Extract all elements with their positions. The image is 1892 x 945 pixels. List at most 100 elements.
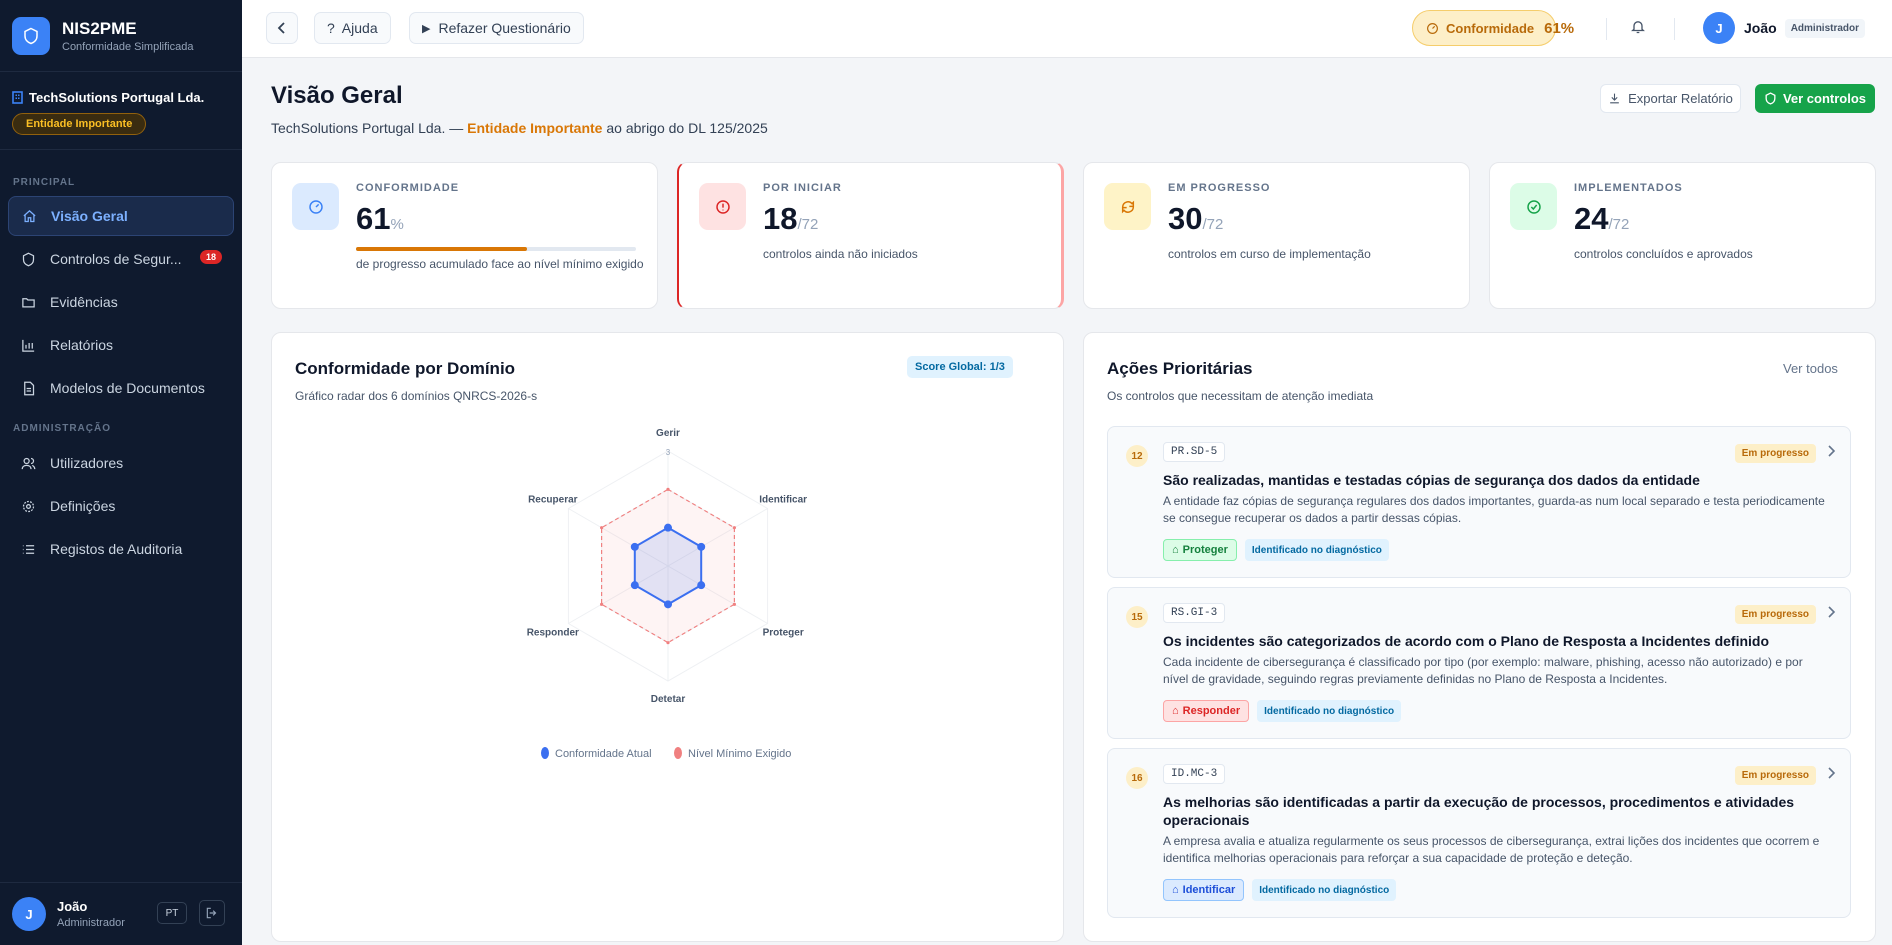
- download-icon: [1608, 92, 1621, 105]
- nav-item-label: Definições: [50, 498, 116, 514]
- compliance-progress-bar: [356, 247, 636, 251]
- panel-subtitle: Os controlos que necessitam de atenção i…: [1107, 389, 1374, 403]
- status-badge: Em progresso: [1734, 605, 1816, 624]
- nav-item-users[interactable]: Utilizadores: [8, 443, 234, 483]
- page-subtitle: TechSolutions Portugal Lda. — Entidade I…: [271, 120, 768, 136]
- redo-label: Refazer Questionário: [438, 20, 571, 36]
- diagnostic-tag: Identificado no diagnóstico: [1257, 700, 1402, 722]
- see-all-link[interactable]: Ver todos: [1783, 361, 1838, 376]
- user-menu[interactable]: J João Administrador: [1703, 12, 1866, 44]
- required-level-point: [666, 641, 670, 645]
- export-label: Exportar Relatório: [1628, 91, 1733, 106]
- redo-questionnaire-button[interactable]: ▶ Refazer Questionário: [409, 12, 584, 44]
- help-label: Ajuda: [341, 20, 378, 36]
- domain-tag: ⌂ Identificar: [1163, 879, 1245, 901]
- compliance-label: Conformidade: [1446, 20, 1535, 36]
- view-controls-label: Ver controlos: [1782, 91, 1867, 106]
- export-report-button[interactable]: Exportar Relatório: [1600, 84, 1741, 113]
- gauge-icon: [1426, 22, 1439, 35]
- back-button[interactable]: [266, 12, 298, 44]
- stat-card-implemented: IMPLEMENTADOS 24/72 controlos concluídos…: [1489, 162, 1876, 309]
- stat-description: controlos ainda não iniciados: [763, 247, 918, 261]
- chevron-right-icon: [1828, 767, 1836, 779]
- logout-icon: [205, 906, 219, 920]
- tag-icon: ⌂: [1172, 884, 1179, 896]
- action-item[interactable]: 16 ID.MC-3 Em progresso As melhorias são…: [1107, 748, 1851, 918]
- logout-button[interactable]: [199, 900, 225, 926]
- action-title: As melhorias são identificadas a partir …: [1163, 794, 1795, 828]
- shield-logo-icon: [12, 16, 50, 55]
- nav-item-document-templates[interactable]: Modelos de Documentos: [8, 368, 234, 408]
- stat-label: CONFORMIDADE: [356, 182, 460, 194]
- main-content: Visão Geral TechSolutions Portugal Lda. …: [242, 58, 1892, 945]
- help-button[interactable]: ? Ajuda: [314, 12, 391, 44]
- nav-section-admin: ADMINISTRAÇÃO: [13, 423, 111, 434]
- status-badge: Em progresso: [1734, 444, 1816, 463]
- radar-chart: 3 Gerir Identificar Proteger Detetar Responde…: [527, 428, 807, 760]
- chevron-left-icon: [277, 22, 287, 34]
- nav-section-main: PRINCIPAL: [13, 177, 76, 188]
- domain-tag: ⌂ Responder: [1163, 700, 1250, 722]
- required-level-point: [600, 602, 604, 606]
- app-subtitle: Conformidade Simplificada: [62, 40, 194, 53]
- stat-label: EM PROGRESSO: [1168, 182, 1271, 194]
- pending-count-badge: 18: [199, 250, 222, 264]
- subtitle-entity: Entidade Importante: [467, 120, 603, 136]
- notifications-button[interactable]: [1630, 18, 1646, 35]
- current-compliance-point: [664, 600, 672, 609]
- stat-description: de progresso acumulado face ao nível mín…: [356, 257, 644, 271]
- tag-icon: ⌂: [1172, 705, 1179, 717]
- user-role: Administrador: [57, 917, 125, 929]
- stat-value: 61%: [356, 201, 404, 236]
- view-controls-button[interactable]: Ver controlos: [1755, 84, 1875, 113]
- bar-chart-icon: [20, 337, 36, 353]
- required-level-area: [601, 488, 735, 644]
- legend-label-current: Conformidade Atual: [555, 748, 652, 760]
- stat-card-compliance: CONFORMIDADE 61% de progresso acumulado …: [271, 162, 658, 309]
- nav-item-evidence[interactable]: Evidências: [8, 282, 234, 322]
- panel-subtitle: Gráfico radar dos 6 domínios QNRCS-2026-…: [295, 389, 538, 403]
- panel-title: Ações Prioritárias: [1107, 359, 1253, 378]
- organization-card: TechSolutions Portugal Lda. Entidade Imp…: [0, 72, 242, 150]
- brand[interactable]: NIS2PME Conformidade Simplificada: [0, 0, 242, 72]
- document-icon: [20, 380, 36, 396]
- control-code: RS.GI-3: [1163, 603, 1226, 623]
- nav-item-label: Registos de Auditoria: [50, 541, 183, 557]
- required-level-point: [732, 526, 736, 530]
- priority-number: 15: [1126, 606, 1148, 628]
- organization-name: TechSolutions Portugal Lda.: [29, 90, 205, 105]
- radar-spoke: [568, 565, 669, 624]
- stat-label: POR INICIAR: [763, 182, 842, 194]
- stat-card-in-progress: EM PROGRESSO 30/72 controlos em curso de…: [1083, 162, 1470, 309]
- nav-item-overview[interactable]: Visão Geral: [8, 196, 234, 236]
- play-icon: ▶: [422, 22, 431, 35]
- sidebar-user: J João Administrador PT: [0, 882, 242, 945]
- action-item[interactable]: 12 PR.SD-5 Em progresso São realizadas, …: [1107, 426, 1851, 578]
- stat-card-not-started: POR INICIAR 18/72 controlos ainda não in…: [677, 162, 1064, 309]
- required-level-point: [666, 487, 670, 491]
- app-name: NIS2PME: [62, 18, 137, 38]
- subtitle-org: TechSolutions Portugal Lda. —: [271, 120, 468, 136]
- nav-item-audit-logs[interactable]: Registos de Auditoria: [8, 529, 234, 569]
- home-icon: [21, 208, 37, 224]
- radar-axis-label: Detetar: [651, 694, 686, 705]
- language-button[interactable]: PT: [157, 902, 187, 924]
- radar-axis-label: Responder: [527, 628, 579, 639]
- stat-description: controlos concluídos e aprovados: [1574, 247, 1753, 261]
- diagnostic-tag: Identificado no diagnóstico: [1244, 539, 1389, 561]
- topbar: ? Ajuda ▶ Refazer Questionário Conformid…: [242, 0, 1892, 58]
- priority-actions-panel: Ações Prioritárias Os controlos que nece…: [1083, 332, 1876, 942]
- entity-badge: Entidade Importante: [12, 113, 147, 135]
- check-circle-icon: [1510, 183, 1557, 230]
- refresh-icon: [1104, 183, 1151, 230]
- nav-item-security-controls[interactable]: Controlos de Segur... 18: [8, 239, 234, 279]
- avatar[interactable]: J: [12, 897, 46, 931]
- gear-icon: [20, 498, 36, 514]
- nav-item-settings[interactable]: Definições: [8, 486, 234, 526]
- action-item[interactable]: 15 RS.GI-3 Em progresso Os incidentes sã…: [1107, 587, 1851, 739]
- nav-item-label: Modelos de Documentos: [50, 380, 205, 396]
- stat-label: IMPLEMENTADOS: [1574, 182, 1683, 194]
- current-compliance-point: [697, 542, 706, 551]
- compliance-pill[interactable]: Conformidade 61%: [1412, 10, 1574, 46]
- nav-item-reports[interactable]: Relatórios: [8, 325, 234, 365]
